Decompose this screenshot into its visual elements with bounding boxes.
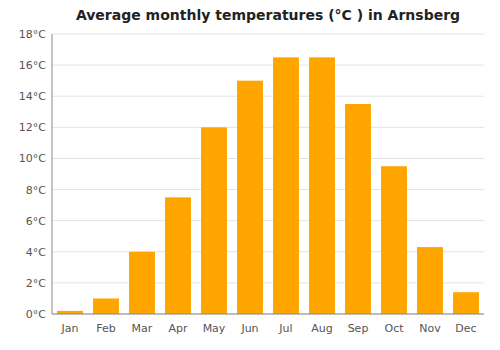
y-tick-label: 10°C (19, 152, 46, 165)
x-tick-label: Dec (455, 322, 476, 335)
grid-line (52, 220, 484, 221)
bar (165, 197, 191, 314)
y-tick-label: 0°C (26, 308, 46, 321)
bar (201, 127, 227, 314)
background (0, 0, 500, 350)
y-axis: 0°C 2°C 4°C 6°C 8°C 10°C 12°C 14°C 16°C 18°C (19, 28, 484, 321)
y-tick-label: 4°C (26, 246, 46, 259)
bar (417, 247, 443, 314)
grid-line (52, 158, 484, 159)
x-tick-label: Apr (168, 322, 188, 335)
x-tick-label: Jul (278, 322, 292, 335)
x-tick-label: Nov (419, 322, 441, 335)
x-tick-label: Oct (384, 322, 404, 335)
x-tick-label: Jun (240, 322, 258, 335)
bar (129, 252, 155, 314)
bar (237, 81, 263, 314)
x-tick-label: May (203, 322, 226, 335)
bar (93, 298, 119, 314)
x-tick-label: Mar (132, 322, 153, 335)
bar (273, 57, 299, 314)
bar (381, 166, 407, 314)
chart-svg: Average monthly temperatures (°C ) in Ar… (0, 0, 500, 350)
title: Average monthly temperatures (°C ) in Ar… (76, 7, 460, 23)
y-tick-label: 6°C (26, 215, 46, 228)
y-tick-label: 8°C (26, 184, 46, 197)
x-tick-label: Sep (348, 322, 369, 335)
grid-line (52, 96, 484, 97)
grid-line (52, 314, 484, 315)
x-axis: Jan Feb Mar Apr May Jun Jul Aug Sep Oct Nov Dec (52, 314, 484, 335)
y-tick-label: 16°C (19, 59, 46, 72)
y-tick-label: 2°C (26, 277, 46, 290)
x-tick-label: Jan (61, 322, 79, 335)
y-tick-label: 18°C (19, 28, 46, 41)
grid-line (52, 34, 484, 35)
y-tick-label: 12°C (19, 121, 46, 134)
x-tick-label: Aug (311, 322, 332, 335)
y-tick-label: 14°C (19, 90, 46, 103)
y-axis-line (52, 34, 53, 314)
grid-line (52, 127, 484, 128)
bars (57, 57, 479, 314)
bar (309, 57, 335, 314)
bar (453, 292, 479, 314)
chart-container: Average monthly temperatures (°C ) in Ar… (0, 0, 500, 350)
x-tick-label: Feb (96, 322, 115, 335)
grid-line (52, 65, 484, 66)
x-axis-line (52, 314, 484, 315)
bar (345, 104, 371, 314)
grid-line (52, 189, 484, 190)
